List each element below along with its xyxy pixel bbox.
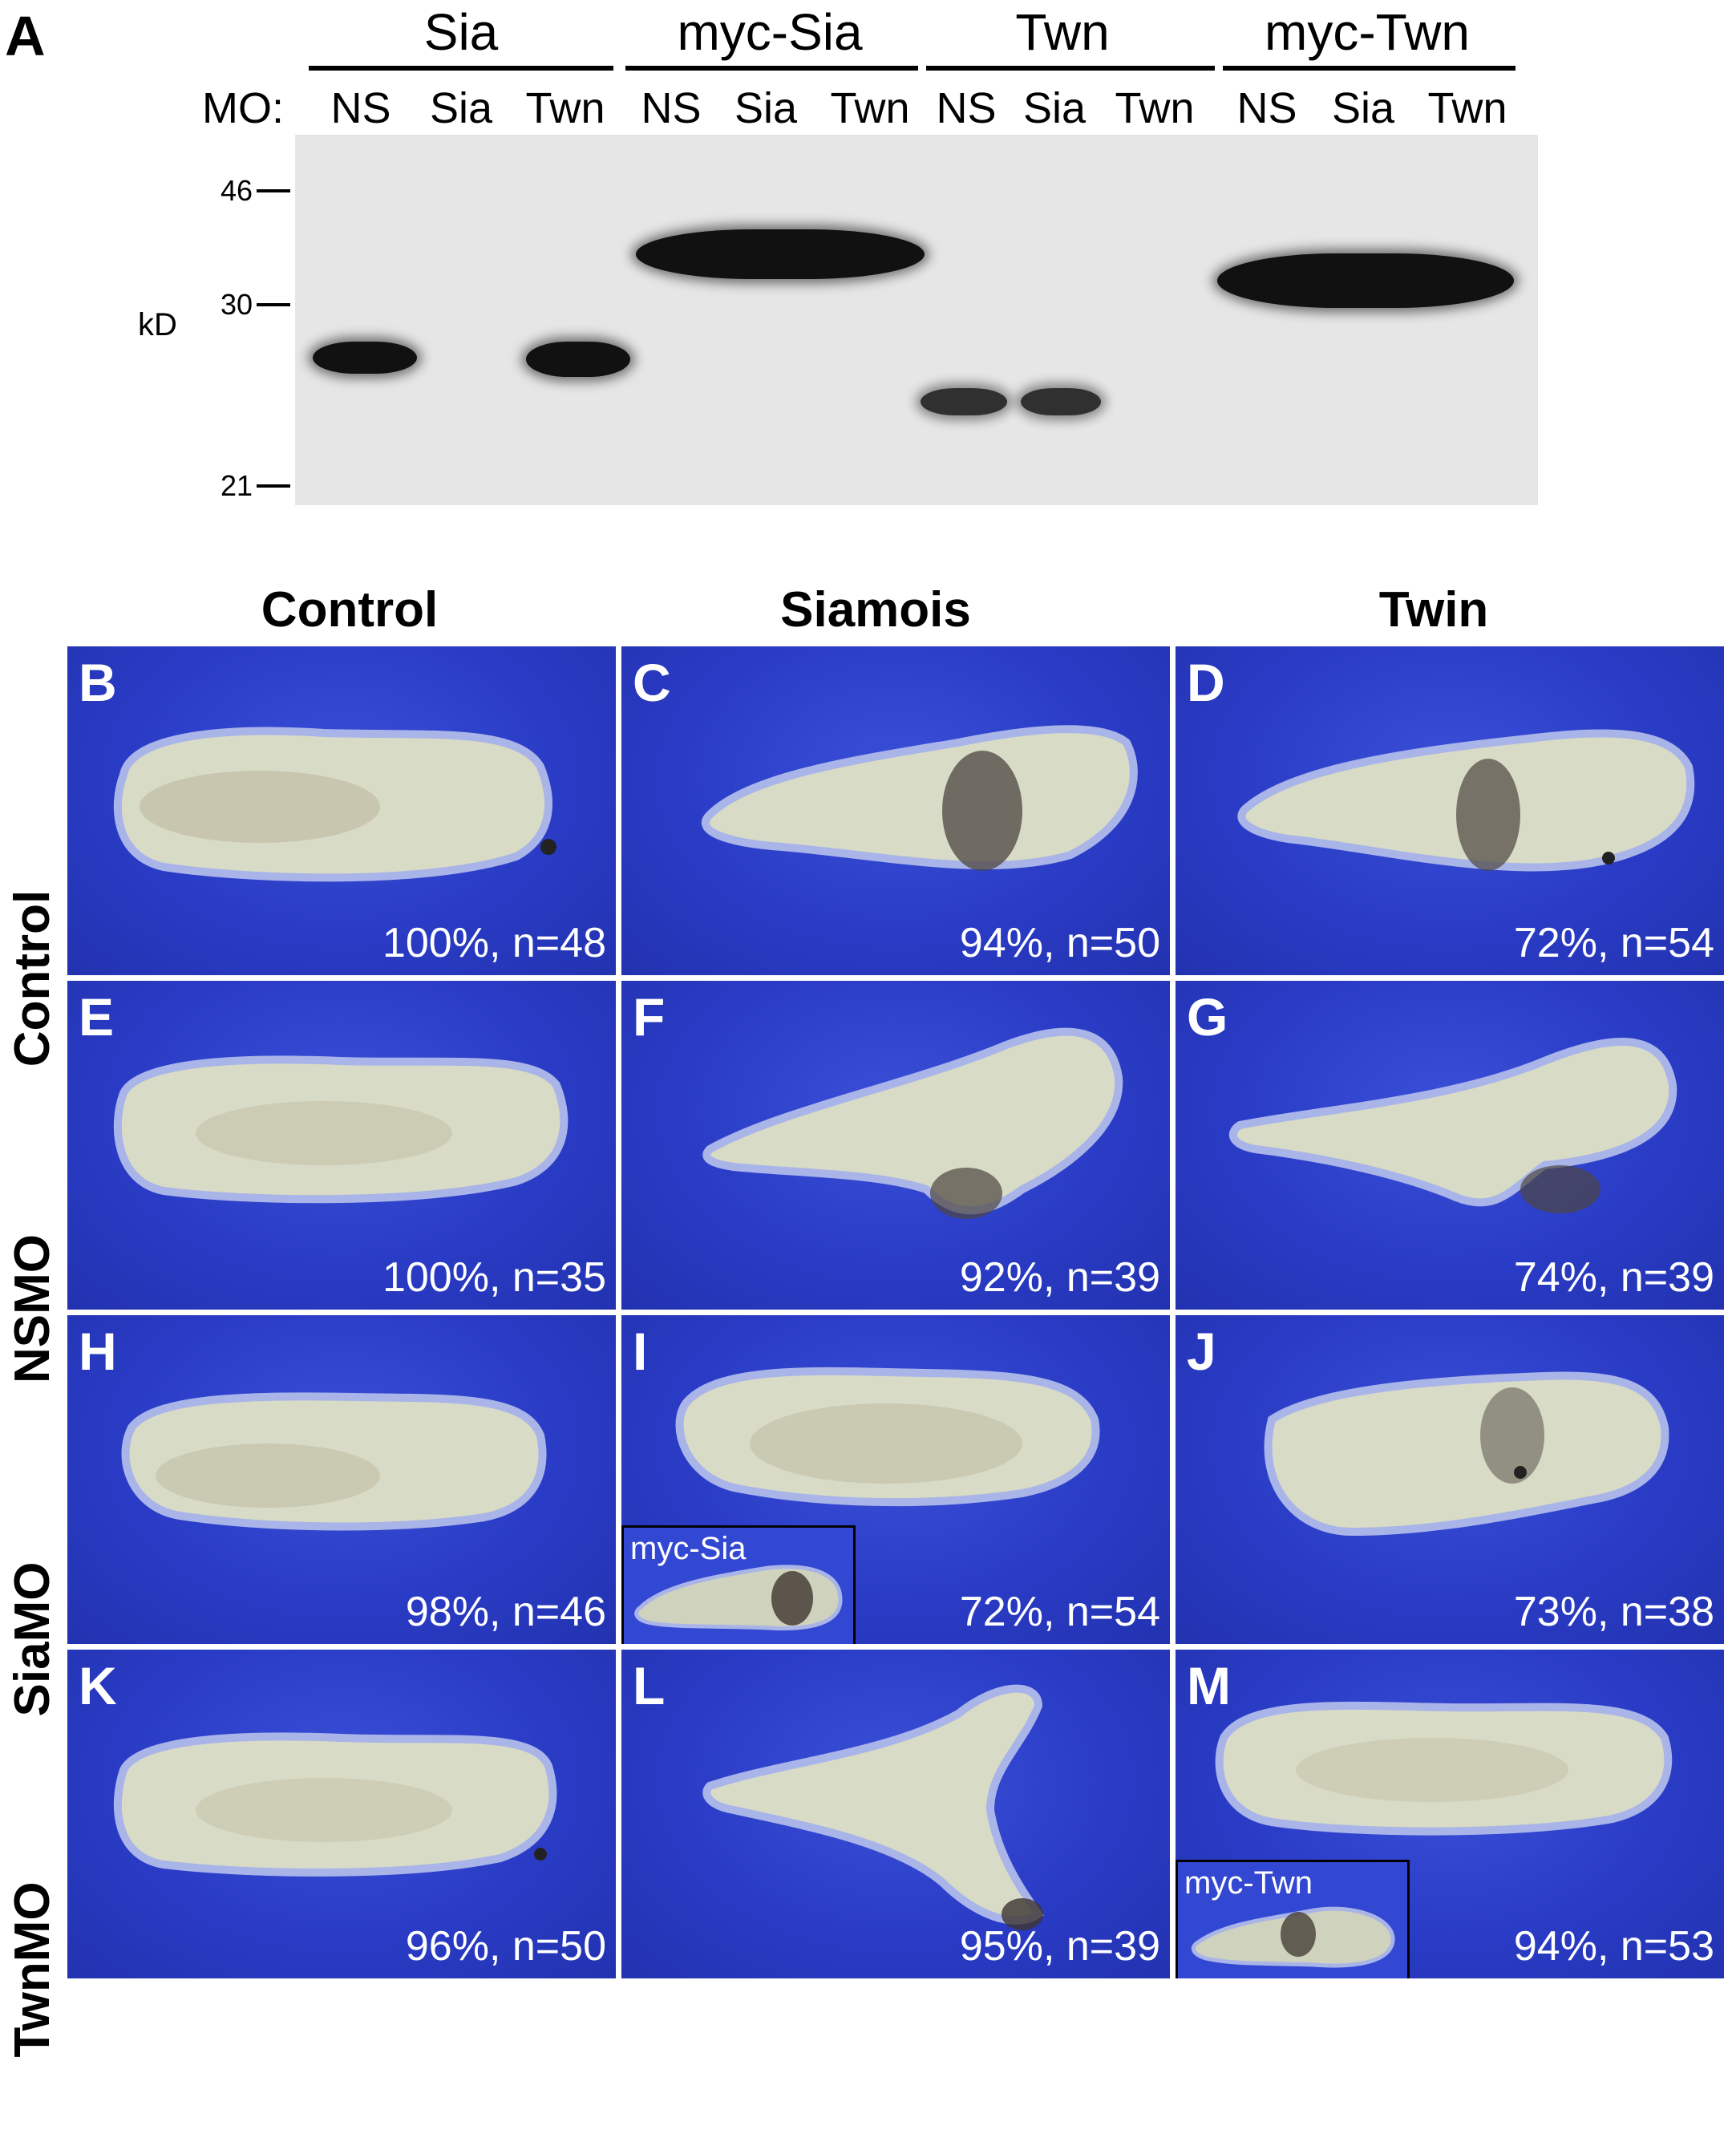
inset-embryo-image — [1191, 1906, 1395, 1968]
phenotype-stat: 95%, n=39 — [959, 1923, 1160, 1970]
group-line-myc-twn — [1223, 66, 1515, 71]
panel-d: D 72%, n=54 — [1176, 646, 1724, 975]
panel-letter: E — [79, 987, 115, 1047]
group-line-twn — [926, 66, 1215, 71]
mw-label-46: 46 — [220, 174, 253, 207]
panel-letter: M — [1187, 1656, 1231, 1715]
panel-letter-a: A — [5, 5, 46, 67]
lane-label: Sia — [734, 84, 798, 132]
panel-letter: I — [633, 1322, 648, 1381]
phenotype-stat: 100%, n=35 — [382, 1254, 606, 1301]
phenotype-stat: 96%, n=50 — [405, 1923, 606, 1970]
mw-label-21: 21 — [220, 469, 253, 502]
phenotype-stat: 92%, n=39 — [959, 1254, 1160, 1301]
lane-label: Twn — [525, 84, 605, 132]
group-label-myc-twn: myc-Twn — [1265, 3, 1470, 61]
row-header-siamo: SiaMO — [5, 1561, 60, 1717]
panel-letter: C — [633, 653, 671, 712]
embryo-image — [1264, 1371, 1669, 1537]
panel-m: myc-Twn M 94%, n=53 — [1176, 1650, 1724, 1978]
column-header-twin: Twin — [1378, 582, 1489, 638]
panel-k: K 96%, n=50 — [67, 1650, 616, 1978]
row-header-control: Control — [5, 889, 60, 1067]
band-myc-sia — [636, 229, 925, 279]
embryo-image — [113, 727, 556, 882]
embryo-image — [702, 1684, 1044, 1930]
column-header-control: Control — [261, 582, 439, 638]
panel-i: myc-Sia I 72%, n=54 — [621, 1315, 1170, 1644]
embryo-image — [121, 1392, 547, 1531]
phenotype-stat: 73%, n=38 — [1513, 1589, 1714, 1635]
panel-letter: D — [1187, 653, 1225, 712]
panel-letter: F — [633, 987, 666, 1047]
lane-label: Sia — [1022, 84, 1087, 132]
lane-label: NS — [330, 84, 391, 132]
embryo-image — [702, 1027, 1123, 1219]
mw-tick-21 — [257, 484, 290, 488]
panel-letter: H — [79, 1322, 117, 1381]
group-label-myc-sia: myc-Sia — [677, 3, 863, 61]
lane-label: NS — [936, 84, 997, 132]
phenotype-stat: 72%, n=54 — [959, 1589, 1160, 1635]
phenotype-stat: 72%, n=54 — [1513, 920, 1714, 966]
panel-letter: J — [1187, 1322, 1216, 1381]
lane-label: NS — [641, 84, 702, 132]
inset-label: myc-Sia — [630, 1531, 747, 1566]
panel-l: L 95%, n=39 — [621, 1650, 1170, 1978]
embryo-image — [1237, 729, 1695, 872]
panel-j: J 73%, n=38 — [1176, 1315, 1724, 1644]
mo-label: MO: — [202, 84, 284, 132]
embryo-image — [1228, 1038, 1677, 1213]
panel-c: C 94%, n=50 — [621, 646, 1170, 975]
phenotype-stat: 98%, n=46 — [405, 1589, 606, 1635]
phenotype-stat: 100%, n=48 — [382, 920, 606, 966]
band-twn-sia — [1021, 388, 1101, 415]
mw-tick-46 — [257, 189, 290, 192]
panel-letter: B — [79, 653, 117, 712]
mw-tick-30 — [257, 303, 290, 306]
row-header-twnmo: TwnMO — [5, 1881, 60, 2058]
band-sia-ns — [313, 342, 417, 374]
inset-panel: myc-Twn — [1176, 1860, 1410, 1978]
panel-b: B 100%, n=48 — [67, 646, 616, 975]
lane-label: Twn — [1427, 84, 1507, 132]
embryo-image — [113, 1732, 557, 1877]
kd-unit-label: kD — [138, 307, 177, 342]
mw-label-30: 30 — [220, 288, 253, 321]
phenotype-stat: 94%, n=50 — [959, 920, 1160, 966]
embryo-image — [675, 1367, 1100, 1507]
panel-e: E 100%, n=35 — [67, 981, 616, 1310]
panel-letter: G — [1187, 987, 1228, 1047]
embryo-image — [113, 1055, 569, 1204]
row-header-nsmo: NSMO — [5, 1234, 60, 1383]
lane-label: NS — [1236, 84, 1297, 132]
band-twn-ns — [921, 388, 1007, 415]
lane-label: Sia — [1331, 84, 1395, 132]
panel-letter: K — [79, 1656, 117, 1715]
lane-label: Twn — [1115, 84, 1195, 132]
group-label-twn: Twn — [1015, 3, 1110, 61]
panel-letter: L — [633, 1656, 666, 1715]
group-line-myc-sia — [625, 66, 918, 71]
panel-g: G 74%, n=39 — [1176, 981, 1724, 1310]
group-label-sia: Sia — [423, 3, 499, 61]
inset-panel: myc-Sia — [621, 1525, 856, 1644]
phenotype-stat: 94%, n=53 — [1513, 1923, 1714, 1970]
column-header-siamois: Siamois — [780, 582, 971, 638]
panel-h: H 98%, n=46 — [67, 1315, 616, 1644]
embryo-image — [701, 725, 1138, 871]
embryo-image — [1215, 1701, 1673, 1836]
panel-f: F 92%, n=39 — [621, 981, 1170, 1310]
phenotype-stat: 74%, n=39 — [1513, 1254, 1714, 1301]
lane-label: Twn — [830, 84, 910, 132]
band-sia-twn — [526, 342, 630, 377]
lane-label: Sia — [429, 84, 493, 132]
group-line-sia — [309, 66, 613, 71]
inset-label: myc-Twn — [1184, 1865, 1313, 1901]
inset-embryo-image — [634, 1565, 843, 1631]
band-myc-twn — [1217, 253, 1514, 308]
western-blot — [295, 135, 1538, 505]
